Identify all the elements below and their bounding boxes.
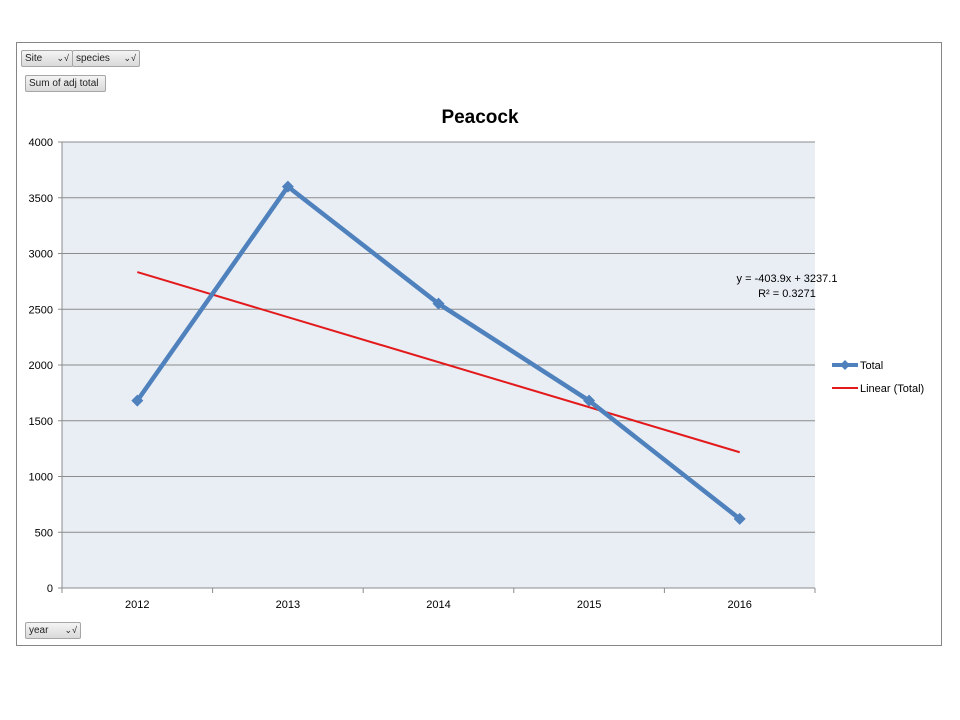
chart-title: Peacock xyxy=(441,107,519,128)
x-tick-label: 2015 xyxy=(577,599,601,611)
x-tick-label: 2012 xyxy=(125,599,149,611)
legend-label-linear: Linear (Total) xyxy=(860,383,924,395)
y-tick-label: 1000 xyxy=(29,472,53,484)
y-tick-label: 1500 xyxy=(29,416,53,428)
y-tick-label: 3500 xyxy=(29,193,53,205)
legend: Total Linear (Total) xyxy=(832,360,924,395)
y-tick-label: 2500 xyxy=(29,304,53,316)
data-point-marker xyxy=(131,394,144,407)
legend-label-total: Total xyxy=(860,360,883,372)
x-tick-label: 2013 xyxy=(276,599,300,611)
year-axis-field-button[interactable]: year ⌄√ xyxy=(25,622,81,639)
value-field-label: Sum of adj total xyxy=(29,78,99,89)
y-tick-label: 0 xyxy=(47,583,53,595)
trendline-r-squared: R² = 0.3271 xyxy=(758,288,816,300)
data-point-marker xyxy=(583,394,596,407)
filter-dropdown-icon[interactable]: ⌄√ xyxy=(56,53,69,63)
data-point-marker xyxy=(733,512,746,525)
site-filter-label: Site xyxy=(25,53,43,64)
filter-dropdown-icon[interactable]: ⌄√ xyxy=(64,625,77,635)
species-filter-button[interactable]: species ⌄√ xyxy=(72,50,140,67)
legend-marker-total xyxy=(840,360,850,370)
series-group xyxy=(131,180,746,525)
site-filter-button[interactable]: Site ⌄√ xyxy=(21,50,73,67)
species-filter-label: species xyxy=(76,53,110,64)
x-tick-label: 2016 xyxy=(727,599,751,611)
value-field-button[interactable]: Sum of adj total xyxy=(25,75,106,92)
data-point-marker xyxy=(281,180,294,193)
axes: 0 500 1000 1500 2000 2500 3000 3500 4000 2012 2013… xyxy=(29,137,816,611)
y-tick-label: 2000 xyxy=(29,360,53,372)
data-point-marker xyxy=(432,297,445,310)
y-tick-label: 4000 xyxy=(29,137,53,149)
y-tick-label: 500 xyxy=(35,527,53,539)
year-axis-field-label: year xyxy=(29,625,49,636)
y-tick-label: 3000 xyxy=(29,249,53,261)
x-tick-label: 2014 xyxy=(426,599,450,611)
filter-dropdown-icon[interactable]: ⌄√ xyxy=(123,53,136,63)
trendline xyxy=(137,271,740,454)
trendline-equation: y = -403.9x + 3237.1 xyxy=(737,273,838,285)
